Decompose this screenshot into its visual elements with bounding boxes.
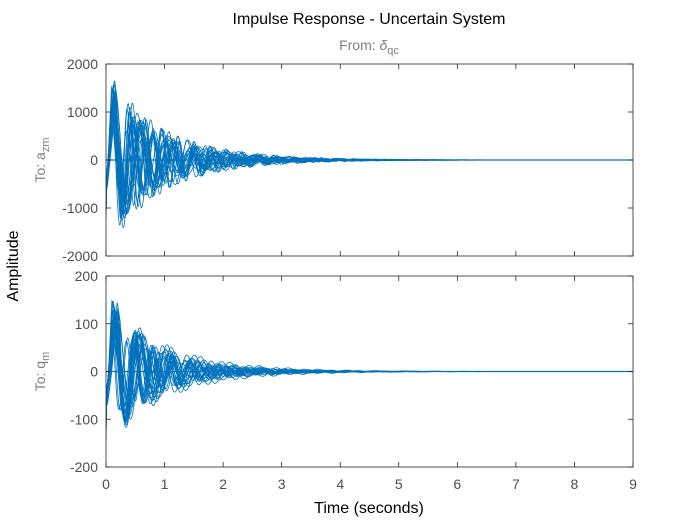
response-sample-trace [106, 103, 633, 203]
response-sample-trace [106, 302, 633, 426]
response-sample-trace [106, 88, 633, 217]
input-channel-symbol: δ [380, 37, 388, 53]
y-tick-label: -2000 [62, 248, 98, 264]
response-sample-trace [106, 299, 633, 429]
response-sample-trace [106, 120, 633, 195]
chart-title: Impulse Response - Uncertain System [233, 11, 506, 28]
response-sample-trace [106, 96, 633, 206]
output-channel-label: To: qm [32, 352, 52, 392]
response-traces [106, 299, 633, 441]
response-sample-trace [106, 327, 633, 411]
y-tick-label: 200 [75, 268, 99, 284]
x-tick-label: 0 [102, 476, 110, 492]
y-tick-label: 2000 [67, 56, 98, 72]
output-channel-subscript: m [40, 352, 52, 361]
response-sample-trace [106, 309, 633, 421]
x-tick-label: 9 [629, 476, 637, 492]
input-channel-label: From: δqc [339, 37, 399, 57]
response-sample-trace [106, 300, 633, 428]
x-tick-label: 5 [395, 476, 403, 492]
response-sample-trace [106, 310, 633, 418]
output-channel-label: To: azm [32, 137, 52, 182]
response-sample-trace [106, 90, 633, 212]
x-tick-label: 7 [512, 476, 520, 492]
output-channel-prefix: To: a [32, 152, 48, 183]
y-tick-label: 0 [90, 364, 98, 380]
input-channel-subscript: qc [387, 45, 399, 57]
response-sample-trace [106, 91, 633, 213]
y-tick-label: -200 [70, 459, 98, 475]
y-tick-label: -100 [70, 411, 98, 427]
x-tick-label: 6 [453, 476, 461, 492]
input-channel-prefix: From: [339, 37, 379, 53]
y-tick-label: 0 [90, 152, 98, 168]
y-tick-label: 1000 [67, 104, 98, 120]
x-tick-label: 4 [336, 476, 344, 492]
response-sample-trace [106, 82, 633, 216]
response-sample-trace [106, 325, 633, 432]
y-axis-label: Amplitude [5, 230, 22, 301]
response-sample-trace [106, 303, 633, 422]
output-channel-subscript: zm [40, 137, 52, 152]
x-tick-label: 1 [161, 476, 169, 492]
y-tick-label: -1000 [62, 200, 98, 216]
x-tick-label: 8 [571, 476, 579, 492]
y-tick-label: 100 [75, 316, 99, 332]
x-tick-label: 2 [219, 476, 227, 492]
x-tick-label: 3 [278, 476, 286, 492]
response-sample-trace [106, 315, 633, 424]
x-axis-label: Time (seconds) [314, 500, 424, 517]
response-sample-trace [106, 99, 633, 217]
response-traces [106, 80, 633, 228]
output-channel-prefix: To: q [32, 361, 48, 391]
panel-output-azm: 2000 1000 0 -1000 -2000 To: azm [32, 56, 634, 264]
